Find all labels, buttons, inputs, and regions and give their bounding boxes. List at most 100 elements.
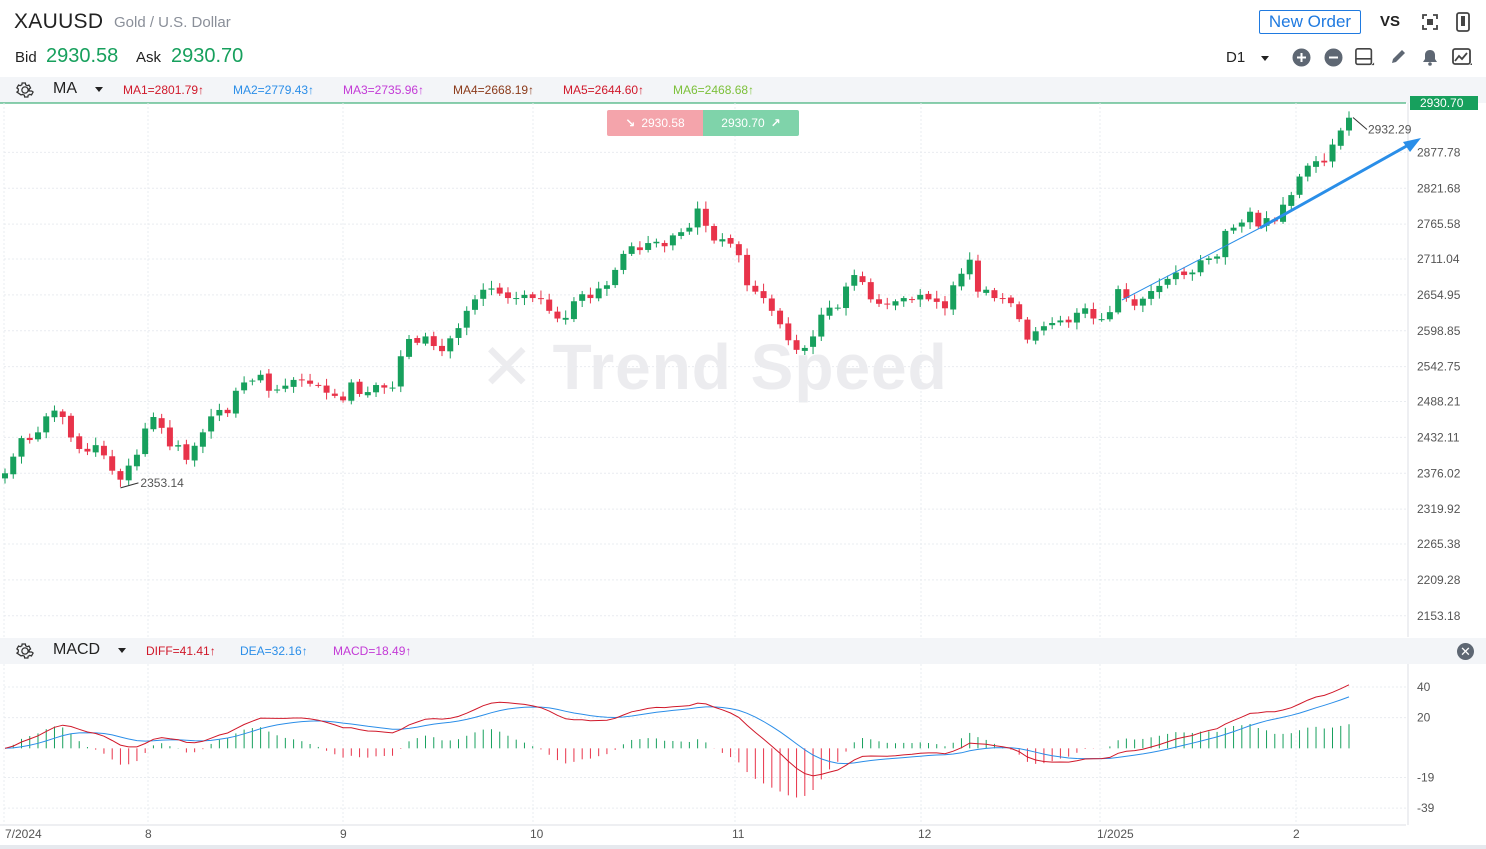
candle xyxy=(1073,308,1080,330)
candle xyxy=(669,233,676,251)
candle xyxy=(1263,211,1270,232)
candle-body xyxy=(34,432,41,440)
candle xyxy=(51,405,58,422)
candle-body xyxy=(67,415,74,438)
candle-body xyxy=(340,396,347,401)
candle-body xyxy=(1016,304,1023,320)
candle xyxy=(587,287,594,304)
candle xyxy=(274,384,281,394)
candle xyxy=(1247,207,1254,230)
candle-body xyxy=(579,294,586,301)
candle xyxy=(1172,265,1179,286)
bid-value: 2930.58 xyxy=(46,45,119,67)
chart-type-icon[interactable] xyxy=(1452,47,1472,67)
candle xyxy=(810,330,817,355)
zoom-out-icon[interactable] xyxy=(1323,47,1343,67)
candle xyxy=(521,290,528,306)
candle xyxy=(735,241,742,263)
main-indicator-bar: MA MA1=2801.79↑ MA2=2779.43↑ MA3=2735.96… xyxy=(0,77,1486,103)
candle xyxy=(999,293,1006,304)
period-selector[interactable]: D1 xyxy=(1226,49,1270,66)
period-label: D1 xyxy=(1226,49,1246,66)
candle-body xyxy=(323,385,330,393)
candle xyxy=(867,278,874,303)
candle xyxy=(983,286,990,296)
layout-icon[interactable] xyxy=(1355,47,1375,67)
candle xyxy=(1214,254,1221,264)
macd-dea-value: DEA=32.16↑ xyxy=(240,644,308,658)
fullscreen-icon[interactable] xyxy=(1420,12,1440,32)
candle-body xyxy=(513,298,520,300)
trend-arrow-head xyxy=(1403,138,1421,152)
macd-tick-label: -39 xyxy=(1417,801,1435,815)
macd-indicator-bar: MACD DIFF=41.41↑ DEA=32.16↑ MACD=18.49↑ xyxy=(0,638,1486,664)
candle xyxy=(974,254,981,298)
buy-price: 2930.70 xyxy=(721,116,765,130)
candle xyxy=(1032,327,1039,345)
candle xyxy=(100,440,107,460)
gear-icon[interactable] xyxy=(16,81,34,99)
candle-body xyxy=(1205,258,1212,260)
candle-body xyxy=(1247,211,1254,223)
zoom-in-icon[interactable] xyxy=(1291,47,1311,67)
candle xyxy=(430,331,437,351)
candle xyxy=(636,241,643,255)
mobile-icon[interactable] xyxy=(1453,12,1473,32)
candle-body xyxy=(1313,161,1320,167)
candle-body xyxy=(1238,222,1245,227)
gear-icon[interactable] xyxy=(16,642,34,660)
candle xyxy=(1090,302,1097,325)
candle xyxy=(109,449,116,475)
candle xyxy=(463,306,470,336)
candle-body xyxy=(100,445,107,456)
candle xyxy=(1049,317,1056,330)
candle-body xyxy=(941,301,948,309)
vs-compare-button[interactable]: VS xyxy=(1380,13,1401,30)
candle-body xyxy=(298,379,305,381)
candle-body xyxy=(785,323,792,341)
chevron-down-icon[interactable] xyxy=(118,648,126,653)
candle-body xyxy=(1148,291,1155,299)
candle-body xyxy=(455,328,462,338)
candle-body xyxy=(570,301,577,320)
sell-quote-button[interactable]: ↘ 2930.58 xyxy=(607,110,703,136)
alert-icon[interactable] xyxy=(1420,47,1440,67)
candle xyxy=(933,290,940,309)
candle-body xyxy=(315,384,322,386)
candle-body xyxy=(241,382,248,391)
candle xyxy=(603,280,610,296)
candle-body xyxy=(389,387,396,389)
candle xyxy=(117,468,124,487)
candle-body xyxy=(958,273,965,287)
ma3-value: MA3=2735.96↑ xyxy=(343,83,425,97)
candle xyxy=(10,453,17,479)
candle xyxy=(166,420,173,451)
candle-body xyxy=(133,454,140,467)
new-order-button[interactable]: New Order xyxy=(1259,10,1361,34)
macd-indicator-name[interactable]: MACD xyxy=(53,641,101,658)
low-marker-line xyxy=(120,482,139,489)
candle xyxy=(315,382,322,388)
candle-body xyxy=(546,299,553,311)
candle-body xyxy=(694,208,701,228)
candle-body xyxy=(653,241,660,244)
candle-body xyxy=(307,380,314,384)
candle-body xyxy=(59,411,66,418)
candle-body xyxy=(208,416,215,432)
chevron-down-icon[interactable] xyxy=(95,87,103,92)
close-macd-icon[interactable]: ✕ xyxy=(1457,643,1474,660)
candle xyxy=(702,201,709,233)
candle xyxy=(818,307,825,342)
candle-body xyxy=(843,286,850,309)
candle-body xyxy=(554,311,561,319)
candle xyxy=(125,458,132,485)
buy-quote-button[interactable]: 2930.70 ↗ xyxy=(703,110,799,136)
candle xyxy=(389,381,396,392)
candle xyxy=(1321,153,1328,167)
candle-body xyxy=(414,338,421,343)
main-indicator-name[interactable]: MA xyxy=(53,80,77,97)
candle xyxy=(26,433,33,444)
draw-icon[interactable] xyxy=(1388,47,1408,67)
candle xyxy=(1337,127,1344,150)
